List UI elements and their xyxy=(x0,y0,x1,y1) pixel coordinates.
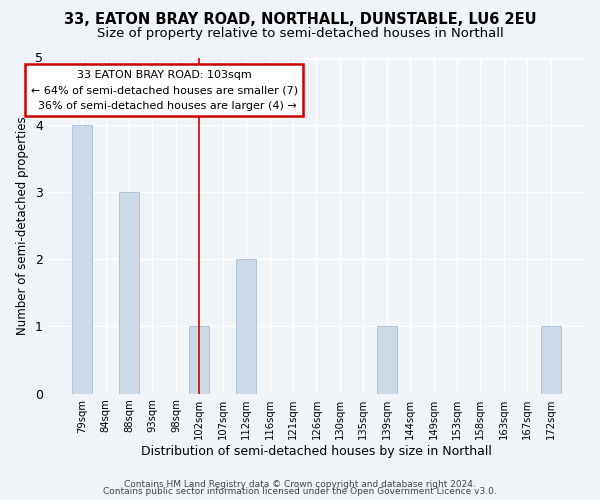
Text: 33, EATON BRAY ROAD, NORTHALL, DUNSTABLE, LU6 2EU: 33, EATON BRAY ROAD, NORTHALL, DUNSTABLE… xyxy=(64,12,536,28)
Bar xyxy=(72,124,92,394)
X-axis label: Distribution of semi-detached houses by size in Northall: Distribution of semi-detached houses by … xyxy=(141,444,492,458)
Bar xyxy=(541,326,560,394)
Text: Contains public sector information licensed under the Open Government Licence v3: Contains public sector information licen… xyxy=(103,488,497,496)
Text: Contains HM Land Registry data © Crown copyright and database right 2024.: Contains HM Land Registry data © Crown c… xyxy=(124,480,476,489)
Bar xyxy=(377,326,397,394)
Bar xyxy=(119,192,139,394)
Text: 33 EATON BRAY ROAD: 103sqm
← 64% of semi-detached houses are smaller (7)
  36% o: 33 EATON BRAY ROAD: 103sqm ← 64% of semi… xyxy=(31,70,298,111)
Bar xyxy=(236,259,256,394)
Text: Size of property relative to semi-detached houses in Northall: Size of property relative to semi-detach… xyxy=(97,28,503,40)
Y-axis label: Number of semi-detached properties: Number of semi-detached properties xyxy=(16,116,29,335)
Bar xyxy=(190,326,209,394)
